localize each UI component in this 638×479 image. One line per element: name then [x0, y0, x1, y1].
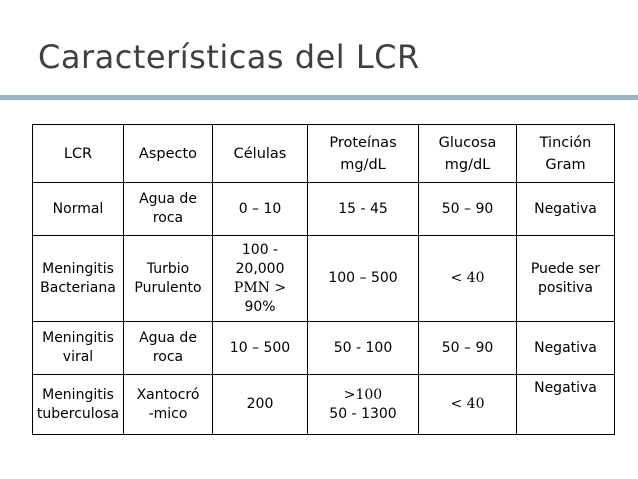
- cell-glucosa: 50 – 90: [418, 321, 517, 375]
- table-row: Meningitis viral Agua de roca 10 – 500 50 …: [32, 321, 615, 375]
- cell-lcr: Meningitis Bacteriana: [32, 235, 124, 322]
- cell-proteinas: 15 - 45: [307, 182, 419, 236]
- cell-glucosa: < 40: [418, 235, 517, 322]
- header-row: LCR Aspecto Células Proteínas mg/dL Gluco…: [32, 124, 615, 183]
- cell-celulas: 100 -20,000 PMN >90%: [212, 235, 308, 322]
- cell-tincion: Negativa: [516, 374, 615, 435]
- cell-tincion: Puede ser positiva: [516, 235, 615, 322]
- header-aspecto: Aspecto: [123, 124, 213, 183]
- header-glucosa: Glucosa mg/dL: [418, 124, 517, 183]
- cell-celulas: 200: [212, 374, 308, 435]
- cell-aspecto: Agua de roca: [123, 182, 213, 236]
- cell-tincion: Negativa: [516, 182, 615, 236]
- title-divider: [0, 95, 638, 100]
- header-tincion: Tinción Gram: [516, 124, 615, 183]
- cell-glucosa: < 40: [418, 374, 517, 435]
- cell-proteinas: 50 - 100: [307, 321, 419, 375]
- header-lcr: LCR: [32, 124, 124, 183]
- lcr-table: LCR Aspecto Células Proteínas mg/dL Gluco…: [32, 124, 615, 435]
- cell-aspecto: Turbio Purulento: [123, 235, 213, 322]
- cell-aspecto: Xantocró -mico: [123, 374, 213, 435]
- table-row: Normal Agua de roca 0 – 10 15 - 45 50 – 9…: [32, 182, 615, 236]
- cell-lcr: Normal: [32, 182, 124, 236]
- slide-title: Características del LCR: [38, 38, 420, 76]
- table-row: Meningitis Bacteriana Turbio Purulento 100…: [32, 235, 615, 322]
- cell-tincion: Negativa: [516, 321, 615, 375]
- cell-glucosa: 50 – 90: [418, 182, 517, 236]
- table-row: Meningitis tuberculosa Xantocró -mico 200 …: [32, 374, 615, 435]
- cell-aspecto: Agua de roca: [123, 321, 213, 375]
- header-celulas: Células: [212, 124, 308, 183]
- cell-proteinas: >100 50 - 1300: [307, 374, 419, 435]
- cell-lcr: Meningitis tuberculosa: [32, 374, 124, 435]
- header-proteinas: Proteínas mg/dL: [307, 124, 419, 183]
- cell-celulas: 0 – 10: [212, 182, 308, 236]
- cell-celulas: 10 – 500: [212, 321, 308, 375]
- cell-lcr: Meningitis viral: [32, 321, 124, 375]
- cell-proteinas: 100 – 500: [307, 235, 419, 322]
